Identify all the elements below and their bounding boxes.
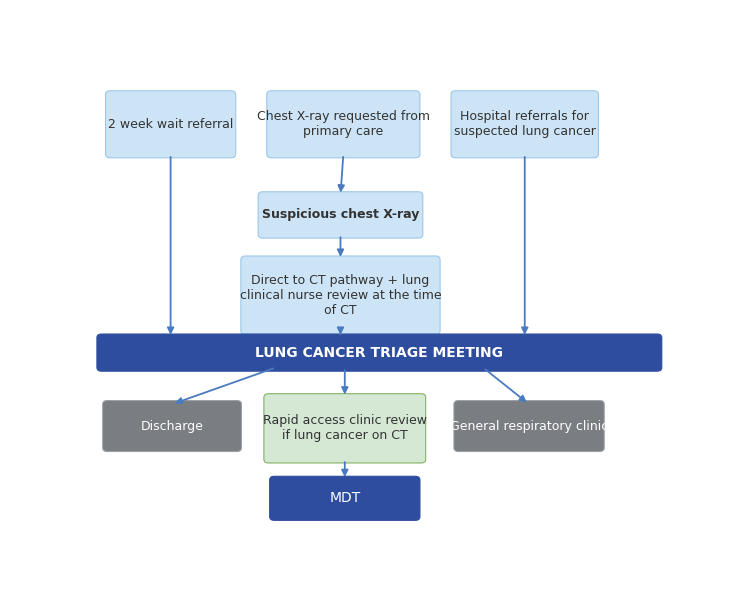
FancyBboxPatch shape [451,91,598,158]
Text: General respiratory clinic: General respiratory clinic [450,420,609,433]
FancyBboxPatch shape [106,91,236,158]
Text: Suspicious chest X-ray: Suspicious chest X-ray [262,209,419,222]
Text: Rapid access clinic review
if lung cancer on CT: Rapid access clinic review if lung cance… [263,414,426,442]
Text: MDT: MDT [329,491,360,505]
Text: Discharge: Discharge [140,420,204,433]
FancyBboxPatch shape [97,334,662,371]
FancyBboxPatch shape [103,401,241,452]
Text: Direct to CT pathway + lung
clinical nurse review at the time
of CT: Direct to CT pathway + lung clinical nur… [240,274,441,316]
Text: LUNG CANCER TRIAGE MEETING: LUNG CANCER TRIAGE MEETING [256,346,503,359]
FancyBboxPatch shape [264,394,426,463]
FancyBboxPatch shape [270,476,420,520]
Text: Chest X-ray requested from
primary care: Chest X-ray requested from primary care [257,110,430,138]
FancyBboxPatch shape [267,91,420,158]
FancyBboxPatch shape [241,256,440,334]
FancyBboxPatch shape [258,192,423,238]
Text: 2 week wait referral: 2 week wait referral [108,118,233,131]
Text: Hospital referrals for
suspected lung cancer: Hospital referrals for suspected lung ca… [454,110,596,138]
FancyBboxPatch shape [454,401,604,452]
